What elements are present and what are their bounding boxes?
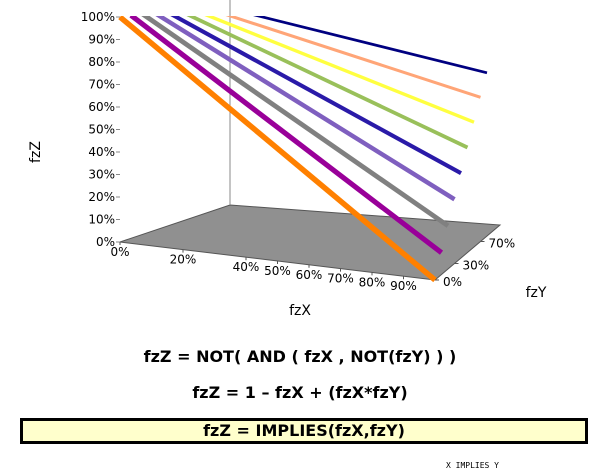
x-tick-label: 50% <box>264 264 291 278</box>
series-line <box>170 16 462 175</box>
z-tick-label: 70% <box>88 78 115 92</box>
formula: fzZ = 1 – fzX + (fzX*fzY) <box>192 383 408 402</box>
series-line <box>204 16 475 124</box>
z-tick-label: 20% <box>88 190 115 204</box>
series-line <box>141 16 450 228</box>
x-tick-label: 40% <box>233 260 260 274</box>
series-line <box>118 16 437 283</box>
y-axis-label: fzY <box>526 285 547 301</box>
z-tick-label: 100% <box>81 10 115 24</box>
z-tick-label: 80% <box>88 55 115 69</box>
y-tick-label: 70% <box>489 237 516 251</box>
z-tick-label: 90% <box>88 33 115 47</box>
series-line <box>155 16 456 202</box>
z-tick-label: 50% <box>88 123 115 137</box>
z-tick-label: 0% <box>96 235 115 249</box>
y-tick-label: 30% <box>463 259 490 273</box>
z-tick-label: 30% <box>88 168 115 182</box>
y-tick-label: 0% <box>443 275 462 289</box>
z-tick-label: 60% <box>88 100 115 114</box>
series-line <box>186 16 469 150</box>
z-tick-label: 40% <box>88 145 115 159</box>
banner: fzZ = IMPLIES(fzX,fzY) <box>20 418 588 444</box>
series-line <box>253 16 488 75</box>
z-axis-label: fzZ <box>28 141 44 163</box>
footnote: X IMPLIES Y <box>446 461 499 470</box>
x-tick-label: 0% <box>110 245 129 259</box>
x-axis-label: fzX <box>289 303 311 319</box>
chart: 0% 10% 20% 30% 40% 50% 60% 70% 80% 90% 100% 0% 20% 40… <box>28 0 547 319</box>
x-tick-label: 20% <box>170 253 197 267</box>
x-tick-label: 80% <box>359 275 386 289</box>
formula: fzZ = NOT( AND ( fzX , NOT(fzY) ) ) <box>143 347 457 366</box>
x-tick-label: 60% <box>296 268 323 282</box>
z-tick-label: 10% <box>88 213 115 227</box>
series-line <box>129 16 444 255</box>
x-tick-label: 90% <box>390 279 417 293</box>
series-line <box>225 16 481 99</box>
x-tick-label: 70% <box>327 272 354 286</box>
